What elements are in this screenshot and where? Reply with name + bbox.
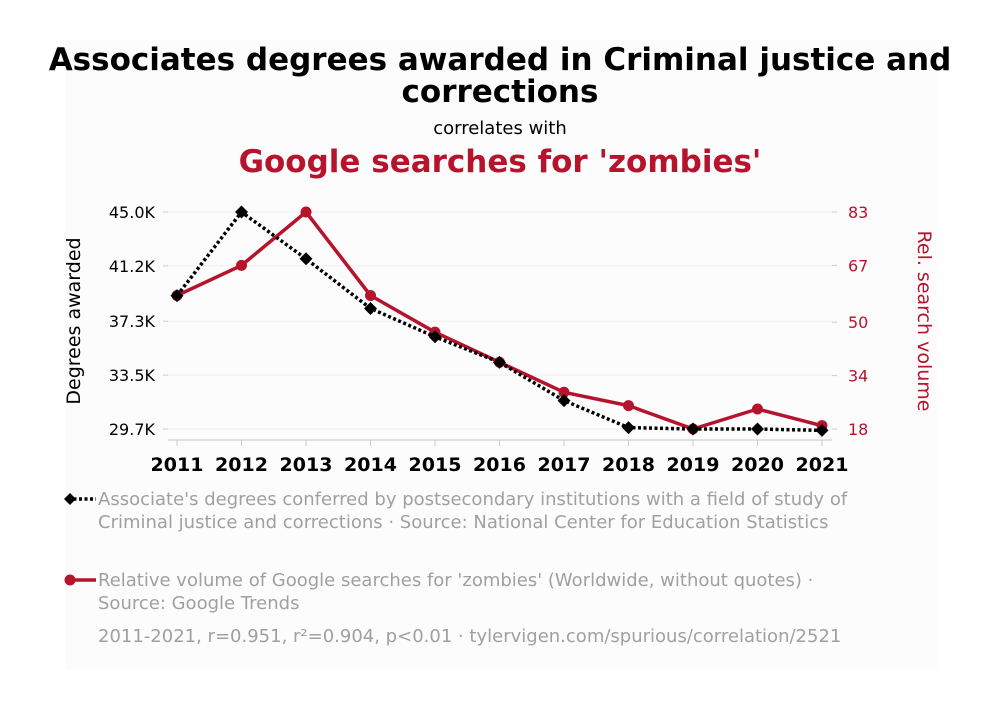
data-point-searches [300, 206, 312, 218]
data-point-searches [365, 289, 376, 301]
y-axis-right-label: Rel. search volume [913, 231, 935, 412]
y-axis-right-ticks: 18 34 50 67 83 [832, 203, 868, 439]
chart-background [65, 40, 937, 670]
x-tick-label: 2011 [151, 454, 204, 476]
y-left-tick-label: 45.0K [109, 203, 156, 222]
chart-subtitle: correlates with [433, 118, 567, 139]
diamond-line-icon [64, 493, 96, 505]
series-layer [170, 205, 829, 437]
x-tick-label: 2017 [538, 454, 591, 476]
y-right-tick-label: 50 [848, 313, 868, 332]
data-point-searches [623, 400, 634, 412]
x-tick-label: 2018 [602, 454, 655, 476]
data-point-searches [752, 403, 763, 415]
legend-label-searches: Relative volume of Google searches for '… [98, 570, 814, 614]
data-point-degrees [364, 301, 377, 315]
chart-footer: 2011-2021, r=0.951, r²=0.904, p<0.01 · t… [98, 626, 842, 647]
data-point-degrees [299, 252, 313, 266]
y-right-tick-label: 83 [848, 203, 868, 222]
data-point-degrees [428, 330, 442, 344]
chart-title: Associates degrees awarded in Criminal j… [48, 42, 952, 110]
y-left-tick-label: 29.7K [109, 420, 156, 439]
data-point-searches [236, 259, 247, 271]
y-axis-left-label: Degrees awarded [63, 237, 85, 404]
y-left-tick-label: 33.5K [109, 366, 156, 385]
x-tick-label: 2021 [796, 454, 849, 476]
data-point-searches [558, 386, 570, 398]
legend-label-degrees: Associate's degrees conferred by postsec… [98, 489, 848, 533]
x-tick-label: 2016 [473, 454, 526, 476]
chart-title-secondary: Google searches for 'zombies' [238, 144, 762, 180]
data-point-degrees [235, 205, 248, 219]
y-left-tick-label: 37.3K [109, 312, 156, 331]
x-tick-label: 2012 [215, 454, 268, 476]
x-tick-label: 2014 [344, 454, 397, 476]
circle-line-icon [64, 574, 96, 586]
x-tick-label: 2020 [731, 454, 784, 476]
y-right-tick-label: 18 [848, 420, 868, 439]
x-axis-ticks: 2011 2012 2013 2014 2015 2016 2017 2018 2019 2020… [151, 440, 849, 476]
series-line-searches [176, 210, 823, 431]
data-point-degrees [686, 422, 700, 436]
data-point-degrees [815, 423, 829, 437]
data-point-degrees [622, 421, 635, 435]
x-tick-label: 2019 [667, 454, 720, 476]
legend-item-degrees: Associate's degrees conferred by postsec… [64, 488, 864, 534]
x-tick-label: 2013 [280, 454, 333, 476]
data-point-degrees [751, 422, 764, 436]
legend-item-searches: Relative volume of Google searches for '… [64, 569, 864, 615]
y-left-tick-label: 41.2K [109, 257, 156, 276]
data-point-degrees [170, 289, 184, 303]
data-point-degrees [557, 394, 571, 408]
data-point-degrees [493, 355, 506, 369]
x-tick-label: 2015 [409, 454, 462, 476]
y-right-tick-label: 34 [848, 367, 868, 386]
y-right-tick-label: 67 [848, 256, 868, 275]
y-axis-left-ticks: 29.7K 33.5K 37.3K 41.2K 45.0K [109, 203, 168, 439]
